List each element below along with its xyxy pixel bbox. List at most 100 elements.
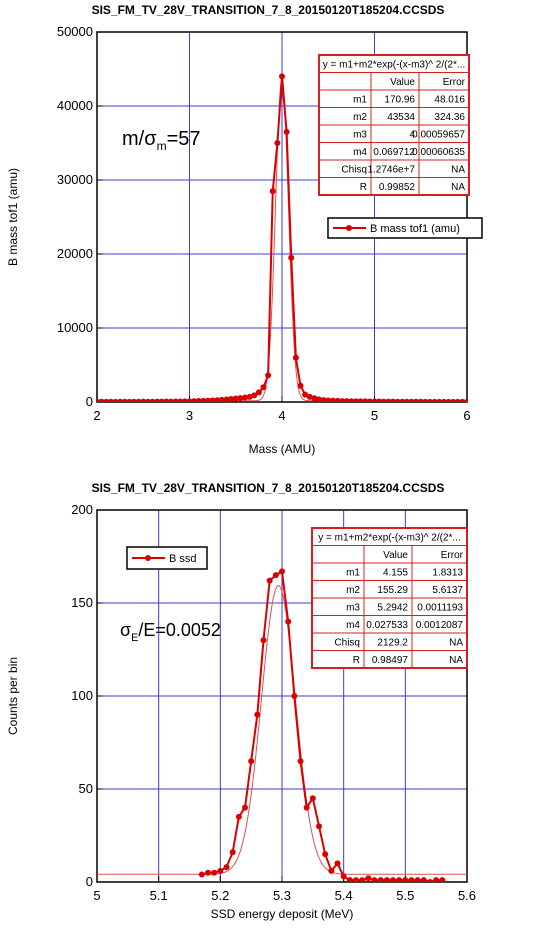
data-point [266,577,273,584]
fit-table-cell-value: 1.2746e+7 [367,165,415,176]
data-point [320,397,327,402]
ssd-energy-chart: SIS_FM_TV_28V_TRANSITION_7_8_20150120T18… [0,468,533,931]
data-point [322,851,329,858]
data-point [217,867,224,874]
data-point [223,864,230,871]
data-point [251,392,258,399]
data-point [103,398,110,402]
data-point [260,637,267,644]
data-point [316,823,322,830]
data-point [385,398,392,402]
x-tick-label: 5.1 [150,888,168,903]
data-point [211,869,218,876]
fit-table-cell-param: m4 [346,620,360,631]
data-point [172,398,179,402]
fit-table-cell-param: m1 [346,568,360,579]
data-point [254,711,261,718]
x-tick-label: 5.6 [458,888,476,903]
fit-table-cell-error: Error [441,550,464,561]
data-point [288,254,295,261]
mass-histogram-chart: SIS_FM_TV_28V_TRANSITION_7_8_20150120T18… [6,3,483,456]
data-point [365,875,372,882]
fit-table-cell-param: m2 [346,585,360,596]
data-point [459,398,466,402]
x-tick-label: 5.4 [335,888,353,903]
data-point [272,572,279,579]
y-axis-label: B mass tof1 (amu) [6,168,20,266]
data-point [195,398,202,402]
data-point [205,869,211,876]
fit-table-cell-param: Chisq [334,638,360,649]
data-point [311,395,318,402]
data-point [427,879,433,882]
fit-table-cell-param: Chisq [341,165,367,176]
data-point [283,128,290,135]
data-point [246,393,253,400]
fit-table-cell-param: m1 [353,95,367,106]
fit-table-cell-error: 0.0011193 [417,603,463,614]
data-point [329,397,336,402]
data-point [117,398,124,402]
data-point [140,398,147,402]
data-point [390,398,396,402]
data-point [433,877,440,882]
data-point [158,398,165,402]
data-point [366,398,373,402]
data-point [440,398,447,402]
data-point [394,398,401,402]
data-point [306,393,313,400]
data-point [131,398,137,402]
x-tick-label: 5 [371,408,378,423]
data-point [237,395,244,402]
data-point [279,568,285,575]
fit-table-cell-value: Value [390,77,415,88]
fit-table-cell-value: 0.027533 [366,620,408,631]
fit-table-cell-param: m2 [353,112,367,123]
data-point [285,618,292,625]
data-point [431,398,438,402]
x-tick-label: 6 [463,408,470,423]
data-point [353,877,359,882]
data-point [232,395,239,402]
data-point [200,397,207,402]
y-tick-label: 0 [86,874,93,889]
fit-table: y = m1+m2*exp(-(x-m3)^ 2/(2*... Value Erro… [318,54,470,196]
fit-table-cell-value: 2129.2 [377,638,408,649]
fit-table-cell-error: 0.00059657 [412,130,465,141]
data-point [353,398,359,402]
fit-table-cell-error: NA [451,182,465,193]
data-point [126,398,133,402]
data-point [255,389,262,396]
fit-table: y = m1+m2*exp(-(x-m3)^ 2/(2*... Value Erro… [311,527,468,669]
legend-box [327,217,483,239]
data-point [380,398,387,402]
fit-table-cell-error: NA [449,655,463,666]
x-tick-label: 5.3 [273,888,291,903]
data-point [408,398,415,402]
data-point [402,877,409,882]
data-point [357,398,364,402]
data-point [269,188,276,195]
data-point [450,398,457,402]
fit-table-cell-value: 170.96 [384,95,415,106]
legend-marker [145,555,151,561]
data-point [414,877,421,882]
data-point [334,397,341,402]
annotation-text: m/σm=57 [122,128,201,153]
data-point [248,758,255,765]
data-point [177,398,184,402]
data-point [154,398,161,402]
data-point [403,398,410,402]
fit-table-cell-param: R [360,182,367,193]
annotation-tail: =57 [167,128,201,150]
data-point [427,398,433,402]
data-point [279,73,285,80]
y-tick-label: 20000 [57,246,93,261]
fit-table-cell-value: 0.069712 [373,147,415,158]
y-tick-label: 30000 [57,172,93,187]
data-point [149,398,156,402]
data-point [292,354,299,361]
fit-table-cell-value: 155.29 [377,585,408,596]
fit-table-cell-value: 4 [409,130,415,141]
data-point [265,372,272,379]
